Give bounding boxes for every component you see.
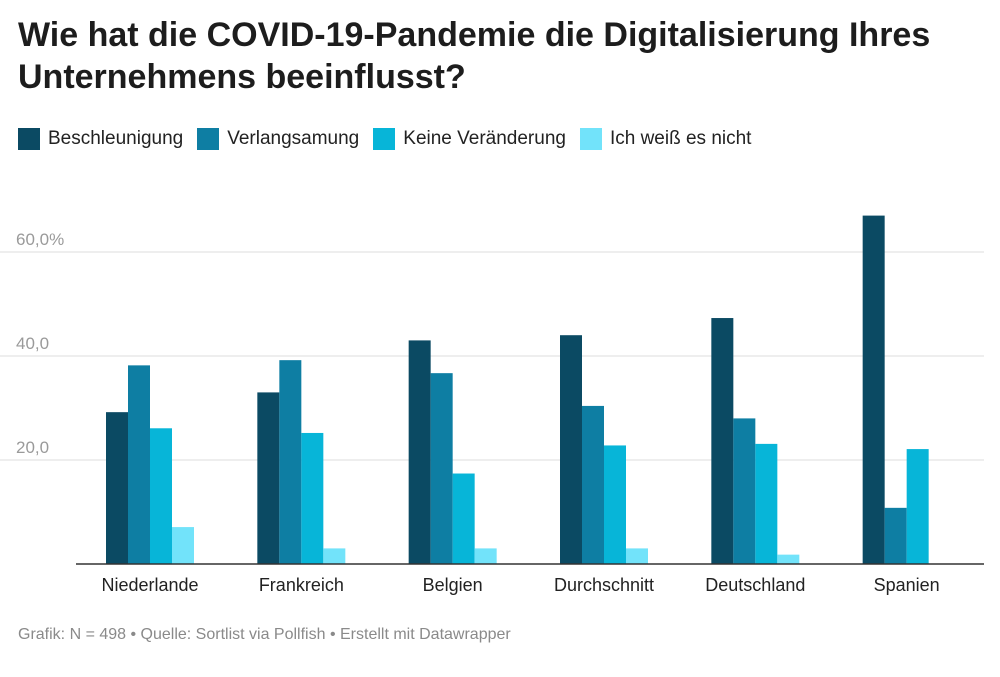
legend-item-keine-veraenderung: Keine Veränderung	[373, 128, 566, 150]
x-tick-label-5: Spanien	[874, 575, 940, 595]
bar-5-2	[906, 449, 929, 564]
bar-5-0	[862, 215, 885, 564]
bar-3-0	[560, 335, 582, 564]
x-tick-label-4: Deutschland	[705, 575, 805, 595]
y-tick-label-1: 40,0	[16, 334, 49, 353]
bar-1-2	[301, 432, 324, 564]
bar-3-1	[582, 405, 604, 564]
bar-1-3	[323, 548, 346, 564]
legend-swatch-beschleunigung	[18, 128, 40, 150]
bar-4-0	[711, 318, 734, 564]
legend: Beschleunigung Verlangsamung Keine Verän…	[18, 128, 751, 150]
y-tick-label-0: 20,0	[16, 438, 49, 457]
legend-item-verlangsamung: Verlangsamung	[197, 128, 359, 150]
bar-4-1	[733, 418, 756, 564]
legend-item-weiss-nicht: Ich weiß es nicht	[579, 128, 752, 150]
legend-item-beschleunigung: Beschleunigung	[18, 128, 183, 150]
bar-4-2	[755, 443, 778, 564]
legend-label-beschleunigung: Beschleunigung	[48, 128, 184, 149]
bar-3-3	[626, 548, 648, 564]
chart-title: Wie hat die COVID-19-Pandemie die Digita…	[18, 16, 931, 96]
legend-swatch-keine-veraenderung	[373, 128, 396, 150]
x-tick-label-3: Durchschnitt	[554, 575, 654, 595]
x-tick-label-2: Belgien	[423, 575, 483, 595]
bar-2-0	[408, 340, 431, 564]
bar-0-1	[128, 365, 150, 564]
bar-4-3	[777, 554, 800, 564]
bar-1-1	[279, 360, 302, 564]
bar-0-0	[106, 412, 128, 564]
chart-footer: Grafik: N = 498 • Quelle: Sortlist via P…	[18, 626, 511, 643]
bar-2-3	[474, 548, 497, 564]
bar-1-0	[257, 392, 280, 564]
bar-2-1	[430, 373, 453, 564]
legend-swatch-weiss-nicht	[579, 128, 602, 150]
legend-label-weiss-nicht: Ich weiß es nicht	[609, 128, 752, 149]
bar-2-2	[452, 473, 475, 564]
legend-swatch-verlangsamung	[197, 128, 220, 150]
legend-label-keine-veraenderung: Keine Veränderung	[403, 128, 566, 149]
bar-0-2	[150, 428, 172, 564]
legend-label-verlangsamung: Verlangsamung	[227, 128, 360, 149]
bar-3-2	[604, 445, 626, 564]
y-tick-label-2: 60,0%	[16, 230, 64, 249]
bar-5-1	[884, 507, 907, 564]
bar-0-3	[172, 527, 194, 564]
x-tick-label-0: Niederlande	[101, 575, 198, 595]
x-tick-label-1: Frankreich	[259, 575, 344, 595]
bar-chart: 20,0 40,0 60,0% Niederlande Frankreich Belgie…	[0, 215, 984, 595]
